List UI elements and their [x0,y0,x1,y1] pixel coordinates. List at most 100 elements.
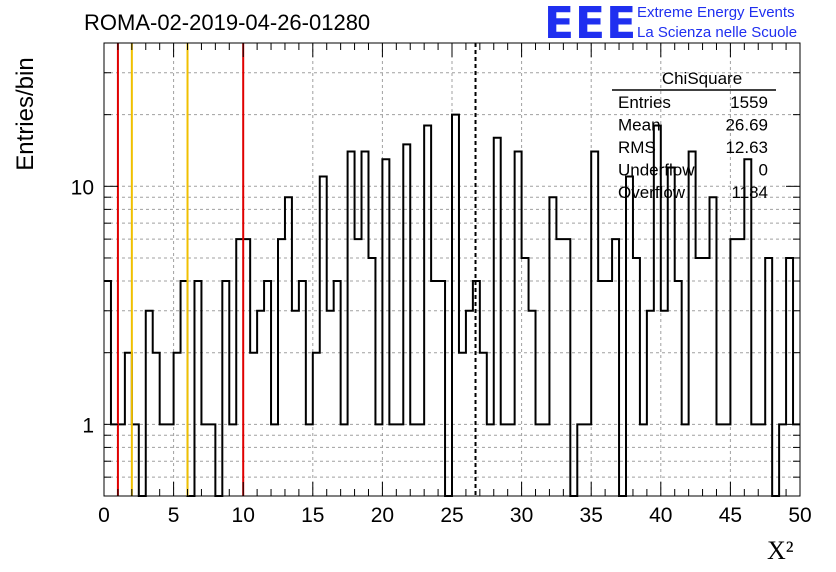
histogram-bin [438,281,445,496]
stats-row-value: 0 [759,161,768,180]
histogram-bin [146,311,153,496]
histogram-bin [194,281,201,496]
histogram-layer [104,113,800,497]
x-tick-label: 20 [371,504,394,527]
histogram-bin [675,281,682,496]
histogram-bin [710,197,717,496]
histogram-bin [556,239,563,496]
histogram-bin [306,424,313,496]
histogram-bin [271,424,278,496]
histogram-bin [396,424,403,496]
histogram-bin [236,239,243,496]
histogram-bin [348,152,355,496]
histogram-bin [250,353,257,496]
x-tick-label: 5 [168,504,180,527]
histogram-bin [682,424,689,496]
histogram-bin [375,424,382,496]
histogram-bin [668,167,675,496]
histogram-bin [612,239,619,496]
plot-title: ROMA-02-2019-04-26-01280 [84,10,371,35]
histogram-bin [410,424,417,496]
histogram-bin [508,424,515,496]
histogram-bin [730,239,737,496]
x-tick-label: 10 [232,504,255,527]
histogram-bin [278,239,285,496]
histogram-bin [222,281,229,496]
histogram-bin [703,258,710,496]
histogram-bin [522,258,529,496]
histogram-bin [515,152,522,496]
histogram-bin [654,126,661,496]
histogram-bin [257,311,264,496]
histogram-bin [542,424,549,496]
histogram-bin [501,424,508,496]
histogram-bin [341,424,348,496]
histogram-bin [466,311,473,496]
logo-line-1: Extreme Energy Events [637,4,795,21]
histogram-bin [751,424,758,496]
histogram-bin [320,176,327,496]
y-tick-label: 10 [71,176,94,199]
histogram-bin [160,424,167,496]
x-tick-label: 35 [580,504,603,527]
histogram-bin [563,239,570,496]
histogram-bin [167,424,174,496]
histogram-bin [577,424,584,496]
stats-row-value: 1184 [731,183,768,202]
stats-row-label: Entries [618,93,671,112]
x-axis-label: X² [767,536,794,565]
histogram-bin [598,281,605,496]
histogram-bin [403,144,410,496]
histogram-bin [452,115,459,496]
histogram-bin [118,424,125,496]
histogram-bin [382,159,389,496]
histogram-bin [132,424,139,496]
histogram-bin [696,258,703,496]
histogram-bin [181,281,188,496]
histogram-bin [355,239,362,496]
x-tick-label: 30 [510,504,533,527]
histogram-bin [689,152,696,496]
histogram-bin [125,353,132,496]
stats-row-value: 26.69 [725,116,768,135]
x-tick-label: 40 [649,504,672,527]
histogram-bin [640,424,647,496]
stats-row-label: RMS [618,138,656,157]
histogram-bin [424,126,431,496]
x-tick-label: 50 [788,504,811,527]
histogram-bin [111,424,118,496]
histogram-bin [605,281,612,496]
histogram-bin [549,197,556,496]
logo-line-2: La Scienza nelle Scuole [637,24,798,41]
histogram-bin [779,424,786,496]
histogram-bin [765,258,772,496]
histogram-bin [459,353,466,496]
histogram-bin [299,281,306,496]
axes-layer: 0 5 10 15 20 25 30 35 40 45 50 1 10 [71,42,812,527]
histogram-bin [327,311,334,496]
histogram-bin [584,424,591,496]
stats-row-label: Underflow [618,161,695,180]
histogram-bin [633,258,640,496]
histogram-bin [285,197,292,496]
histogram-bin [716,424,723,496]
histogram-bin [661,311,668,496]
x-tick-label: 15 [301,504,324,527]
histogram-bin [104,281,111,496]
histogram-bin [174,353,181,496]
histogram-bin [480,353,487,496]
eee-logo: EEE [544,0,638,49]
histogram-bin [431,281,438,496]
histogram-bin [201,424,208,496]
histogram-bin [723,424,730,496]
histogram-bin [417,424,424,496]
stats-title: ChiSquare [662,69,742,88]
histogram-bin [229,424,236,496]
histogram-bin [744,159,751,496]
histogram-bin [647,311,654,496]
histogram-bin [536,424,543,496]
histogram-bin [758,424,765,496]
histogram-bin [313,353,320,496]
stats-row-value: 1559 [730,93,768,112]
histogram-bin [264,281,271,496]
